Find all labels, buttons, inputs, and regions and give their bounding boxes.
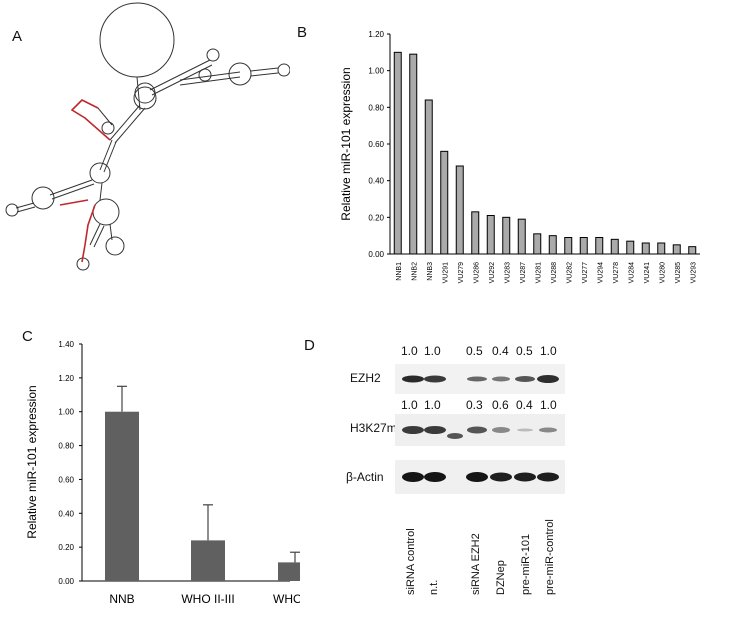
ezh2-value: 0.5	[516, 344, 533, 358]
lane-label: pre-miR-101	[520, 533, 532, 595]
x-tick-label: NNB2	[411, 262, 418, 281]
x-tick-label: VU294	[597, 262, 604, 284]
x-tick-label: VU280	[659, 262, 666, 284]
ezh2-band-strip	[395, 364, 565, 394]
bar	[455, 165, 464, 255]
x-tick-label: VU277	[582, 262, 589, 284]
bar	[626, 240, 635, 255]
x-tick-label: VU293	[690, 262, 697, 284]
y-tick-label: 1.00	[368, 67, 384, 76]
x-tick-label: VU282	[566, 262, 573, 284]
x-tick-label: VU279	[458, 262, 465, 284]
bar	[564, 237, 573, 255]
bar	[278, 562, 300, 581]
bar	[105, 411, 139, 581]
y-tick-label: 0.80	[58, 442, 74, 451]
chart-c: 0.00 0.20 0.40 0.60 0.80 1.00 1.20 1.40 NNB WHO I…	[25, 340, 300, 606]
ezh2-value: 0.4	[492, 344, 509, 358]
lane-label: n.t.	[428, 579, 440, 595]
y-tick-label: 0.20	[58, 543, 74, 552]
bar	[393, 51, 402, 255]
h3k27me3-value: 1.0	[540, 398, 557, 412]
bar	[641, 242, 650, 255]
bar	[688, 246, 697, 255]
blot-row-label: β-Actin	[346, 470, 384, 484]
x-tick-label: VU288	[551, 262, 558, 284]
ezh2-value: 1.0	[401, 344, 418, 358]
h3k27me3-band-strip	[395, 414, 565, 446]
x-tick-label: VU278	[613, 262, 620, 284]
bar	[548, 235, 557, 255]
lane-label: DZNep	[495, 560, 507, 595]
y-tick-label: 1.20	[368, 30, 384, 39]
ezh2-value: 0.5	[466, 344, 483, 358]
bar	[486, 215, 495, 255]
x-tick-label: VU287	[520, 262, 527, 284]
h3k27me3-value: 0.6	[492, 398, 509, 412]
x-tick-label: NNB1	[396, 262, 403, 281]
x-tick-label: VU292	[489, 262, 496, 284]
x-tick-label: VU241	[644, 262, 651, 284]
lane-label: siRNA EZH2	[470, 533, 482, 595]
y-axis-label: Relative miR-101 expression	[25, 385, 39, 538]
bar	[517, 218, 526, 255]
x-tick-label: VU284	[628, 262, 635, 284]
panel-letter-c: C	[22, 328, 33, 345]
bar	[471, 211, 480, 255]
bar	[191, 540, 225, 581]
x-tick-label: NNB	[109, 592, 134, 606]
y-tick-label: 0.80	[368, 103, 384, 112]
x-tick-label: NNB3	[427, 262, 434, 281]
x-tick-label: VU286	[473, 262, 480, 284]
x-tick-label: VU283	[504, 262, 511, 284]
panel-letter-d: D	[304, 337, 315, 354]
ezh2-value: 1.0	[540, 344, 557, 358]
y-tick-label: 0.60	[58, 475, 74, 484]
bar	[502, 216, 511, 255]
bar	[610, 238, 619, 255]
blot-row-label: EZH2	[350, 371, 381, 385]
bar	[579, 237, 588, 255]
y-tick-label: 0.60	[368, 140, 384, 149]
actin-band-strip	[395, 460, 565, 494]
bar	[424, 99, 433, 255]
x-tick-label: VU291	[442, 262, 449, 284]
bar	[533, 233, 542, 255]
h3k27me3-value: 0.4	[516, 398, 533, 412]
blot-panel: 1.0 1.0 0.5 0.4 0.5 1.0 EZH2 1.0 1.0 0.3…	[300, 330, 730, 622]
y-tick-label: 0.40	[58, 509, 74, 518]
x-tick-label: VU285	[675, 262, 682, 284]
ezh2-value: 1.0	[424, 344, 441, 358]
h3k27me3-value: 1.0	[424, 398, 441, 412]
bar	[672, 244, 681, 255]
panel-letter-a: A	[12, 28, 23, 45]
panel-letter-b: B	[297, 24, 308, 41]
chart-b: 0.00 0.20 0.40 0.60 0.80 1.00 1.20 NNB1 NNB2 NNB3…	[339, 30, 700, 284]
y-tick-label: 0.00	[368, 250, 384, 259]
x-tick-label: VU281	[535, 262, 542, 284]
y-tick-label: 0.40	[368, 177, 384, 186]
bar	[595, 237, 604, 255]
x-tick-label: WHO IV	[273, 592, 300, 606]
y-tick-label: 1.00	[58, 408, 74, 417]
y-tick-label: 0.20	[368, 213, 384, 222]
y-tick-label: 0.00	[58, 577, 74, 586]
y-tick-label: 1.40	[58, 340, 74, 349]
y-tick-label: 1.20	[58, 374, 74, 383]
bar	[409, 53, 418, 255]
rna-structure-diagram	[5, 2, 290, 271]
y-axis-label: Relative miR-101 expression	[339, 67, 353, 220]
lane-label: siRNA control	[405, 528, 417, 595]
h3k27me3-value: 0.3	[466, 398, 483, 412]
bar	[440, 150, 449, 255]
h3k27me3-value: 1.0	[401, 398, 418, 412]
bar	[657, 242, 666, 255]
lane-label: pre-miR-control	[544, 519, 556, 595]
x-tick-label: WHO II-III	[181, 592, 234, 606]
